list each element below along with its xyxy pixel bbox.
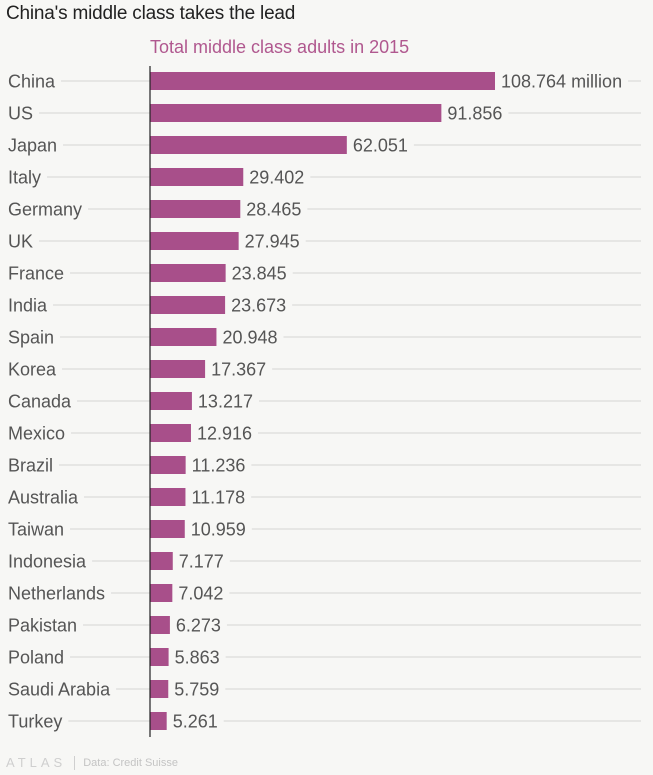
category-label: US	[8, 104, 33, 124]
bar	[150, 392, 192, 410]
category-label: Japan	[8, 136, 57, 156]
value-label: 29.402	[249, 168, 304, 188]
value-label: 91.856	[447, 104, 502, 124]
bar	[150, 104, 442, 122]
footer-divider	[74, 755, 76, 770]
chart-title: China's middle class takes the lead	[6, 3, 296, 24]
value-label: 5.261	[173, 712, 218, 732]
bar	[150, 136, 347, 154]
bar	[150, 200, 241, 218]
bar	[150, 680, 169, 698]
atlas-logo: ATLAS	[6, 755, 67, 770]
category-label: Australia	[8, 488, 79, 508]
bar	[150, 520, 185, 538]
value-label: 7.042	[178, 584, 223, 604]
value-label: 108.764 million	[501, 72, 622, 92]
value-label: 12.916	[197, 424, 252, 444]
bar	[150, 72, 495, 90]
bar	[150, 232, 239, 250]
category-label: China	[8, 72, 56, 92]
category-label: Brazil	[8, 456, 53, 476]
value-label: 11.236	[192, 456, 246, 476]
bar	[150, 360, 206, 378]
value-label: 23.845	[232, 264, 287, 284]
value-label: 7.177	[179, 552, 224, 572]
bar	[150, 168, 244, 186]
category-label: UK	[8, 232, 33, 252]
category-label: Netherlands	[8, 584, 105, 604]
value-label: 17.367	[211, 360, 266, 380]
bar	[150, 424, 191, 442]
bar	[150, 712, 167, 730]
bar	[150, 584, 173, 602]
category-label: Italy	[8, 168, 41, 188]
value-label: 11.178	[191, 488, 245, 508]
value-label: 13.217	[198, 392, 253, 412]
category-label: Pakistan	[8, 616, 77, 636]
bar	[150, 296, 226, 314]
category-label: Saudi Arabia	[8, 680, 111, 700]
bar	[150, 648, 169, 666]
category-label: India	[8, 296, 48, 316]
category-label: Canada	[8, 392, 72, 412]
bar	[150, 488, 186, 506]
chart-subtitle: Total middle class adults in 2015	[150, 37, 410, 57]
category-label: Taiwan	[8, 520, 64, 540]
value-label: 20.948	[222, 328, 277, 348]
value-label: 27.945	[245, 232, 300, 252]
bar	[150, 552, 173, 570]
value-label: 5.863	[175, 648, 220, 668]
value-label: 28.465	[246, 200, 301, 220]
category-label: France	[8, 264, 64, 284]
bar-chart: China 108.764 million US 91.856 Japan 62.051 I…	[8, 66, 641, 737]
category-label: Indonesia	[8, 552, 87, 572]
bar	[150, 328, 217, 346]
footer: ATLAS Data: Credit Suisse	[6, 755, 178, 770]
bar	[150, 456, 186, 474]
bar	[150, 616, 170, 634]
category-label: Korea	[8, 360, 57, 380]
value-label: 23.673	[231, 296, 286, 316]
value-label: 6.273	[176, 616, 221, 636]
category-label: Germany	[8, 200, 82, 220]
value-label: 62.051	[353, 136, 408, 156]
category-label: Poland	[8, 648, 64, 668]
category-label: Spain	[8, 328, 54, 348]
category-label: Mexico	[8, 424, 65, 444]
data-source: Data: Credit Suisse	[83, 756, 178, 769]
category-label: Turkey	[8, 712, 62, 732]
value-label: 10.959	[191, 520, 246, 540]
value-label: 5.759	[174, 680, 219, 700]
bar	[150, 264, 226, 282]
